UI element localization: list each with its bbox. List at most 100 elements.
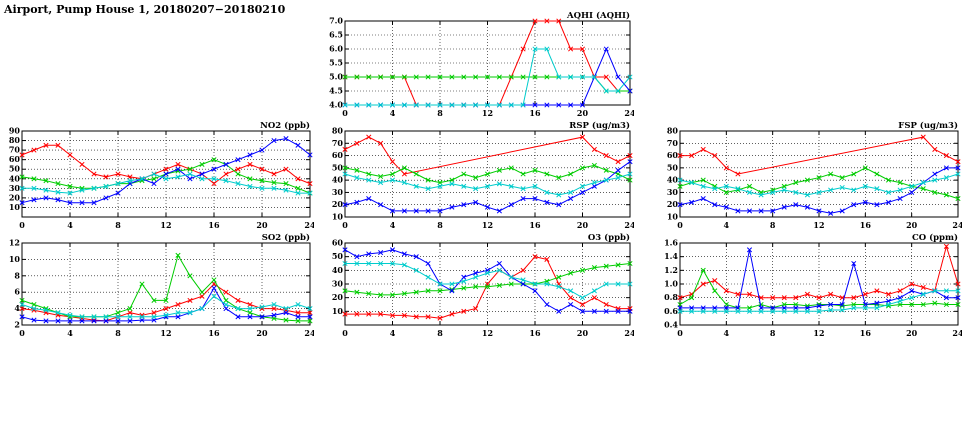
y-tick-label: 20: [667, 199, 679, 209]
x-tick-label: 20: [577, 220, 589, 230]
series-blue-markers: [19, 136, 313, 206]
x-tick-label: 12: [160, 328, 171, 338]
x-tick-label: 12: [813, 328, 824, 338]
series-cyan-markers: [342, 46, 633, 108]
x-tick-label: 12: [160, 220, 171, 230]
series-blue-markers: [19, 285, 313, 324]
x-tick-label: 24: [952, 328, 962, 338]
series-red-line: [680, 136, 959, 175]
plot-border: [21, 130, 311, 218]
series-cyan-markers: [19, 171, 313, 196]
x-tick-label: 24: [624, 108, 634, 118]
chart-title: AQHI (AQHI): [566, 10, 630, 21]
y-tick-label: 30: [667, 187, 679, 197]
series-blue-markers: [677, 165, 961, 216]
o3-plot: 10 20 30 40 50 60 0 4 8 12 16 20 24 O3 (ppb): [332, 232, 634, 338]
y-tick-label: 50: [332, 251, 344, 261]
x-tick-label: 8: [115, 220, 121, 230]
x-tick-label: 16: [208, 220, 220, 230]
x-tick-label: 20: [256, 220, 268, 230]
x-tick-label: 24: [304, 220, 314, 230]
co-plot: 0.4 0.6 0.8 1.0 1.2 1.4 1.6 0 4 8 12 16 20 24 CO (ppm): [664, 232, 962, 338]
y-tick-label: 50: [9, 164, 21, 174]
y-tick-label: 6: [14, 287, 20, 297]
series-red-markers: [677, 134, 961, 177]
fsp-chart: 10 20 30 40 50 60 70 80 0 4 8 12 16 20 24 FSP (ug/m3): [658, 117, 962, 232]
y-tick-label: 20: [332, 292, 344, 302]
y-tick-label: 5.5: [329, 58, 343, 68]
y-tick-label: 70: [667, 138, 679, 148]
o3-chart: 10 20 30 40 50 60 0 4 8 12 16 20 24 O3 (ppb): [323, 229, 634, 340]
series-green-markers: [677, 267, 961, 311]
y-tick-label: 70: [9, 145, 21, 155]
y-tick-label: 20: [9, 192, 21, 202]
x-tick-label: 8: [770, 220, 776, 230]
y-tick-label: 90: [9, 126, 21, 136]
series-cyan-markers: [677, 288, 961, 314]
y-tick-label: 4: [14, 303, 20, 313]
x-tick-label: 16: [529, 108, 541, 118]
x-tick-label: 8: [770, 328, 776, 338]
x-tick-label: 24: [624, 328, 634, 338]
series-cyan-markers: [677, 171, 961, 198]
y-tick-label: 30: [9, 183, 21, 193]
aqhi-plot: 4.0 4.5 5.0 5.5 6.0 6.5 7.0 0 4 8 12 16 20 24 AQHI (AQ…: [329, 10, 634, 118]
y-tick-label: 4.5: [329, 86, 343, 96]
x-tick-label: 0: [19, 328, 25, 338]
y-tick-label: 80: [332, 126, 344, 136]
y-tick-label: 40: [332, 175, 344, 185]
y-tick-label: 60: [332, 238, 344, 248]
no2-chart: 10 20 30 40 50 60 70 80 90 0 4 8 12 16 20 24 NO2 (ppb): [0, 117, 314, 232]
y-tick-label: 50: [667, 162, 679, 172]
page-title: Airport, Pump House 1, 20180207−20180210: [4, 3, 286, 16]
x-tick-label: 20: [906, 328, 918, 338]
chart-title: RSP (ug/m3): [569, 120, 630, 131]
x-tick-label: 8: [115, 328, 121, 338]
x-tick-label: 16: [208, 328, 220, 338]
series-cyan-markers: [342, 171, 633, 198]
y-tick-label: 10: [667, 212, 679, 222]
y-tick-label: 5.0: [329, 72, 343, 82]
series-cyan-markers: [19, 293, 313, 320]
x-tick-label: 20: [256, 328, 268, 338]
y-tick-label: 6.5: [329, 30, 343, 40]
x-tick-label: 8: [437, 328, 443, 338]
y-tick-label: 1.4: [664, 251, 678, 261]
y-tick-label: 80: [667, 126, 679, 136]
plot-border: [21, 242, 311, 326]
chart-title: FSP (ug/m3): [898, 120, 958, 131]
x-tick-label: 20: [577, 328, 589, 338]
y-tick-label: 70: [332, 138, 344, 148]
x-tick-label: 8: [437, 220, 443, 230]
x-tick-label: 0: [677, 220, 683, 230]
y-tick-label: 1.6: [664, 238, 678, 248]
x-tick-label: 4: [67, 220, 73, 230]
x-tick-label: 24: [952, 220, 962, 230]
y-tick-label: 12: [9, 238, 20, 248]
y-tick-label: 4.0: [329, 100, 343, 110]
x-tick-label: 0: [342, 108, 348, 118]
x-tick-label: 12: [482, 220, 493, 230]
x-tick-label: 0: [342, 328, 348, 338]
x-tick-label: 16: [529, 328, 541, 338]
y-tick-label: 30: [332, 279, 344, 289]
y-tick-label: 60: [667, 150, 679, 160]
y-tick-label: 10: [9, 202, 21, 212]
y-tick-label: 60: [332, 150, 344, 160]
y-tick-label: 6.0: [329, 44, 343, 54]
x-tick-label: 12: [482, 108, 493, 118]
x-tick-label: 12: [482, 328, 493, 338]
fsp-plot: 10 20 30 40 50 60 70 80 0 4 8 12 16 20 24 FSP (ug/m3): [667, 120, 962, 230]
x-tick-label: 24: [624, 220, 634, 230]
series-green-line: [679, 269, 958, 309]
x-tick-label: 12: [813, 220, 824, 230]
y-tick-label: 10: [332, 306, 344, 316]
x-tick-label: 16: [860, 328, 872, 338]
x-tick-label: 20: [906, 220, 918, 230]
series-green-line: [679, 167, 959, 200]
y-tick-label: 0.4: [664, 320, 678, 330]
x-tick-label: 4: [724, 328, 730, 338]
x-tick-label: 4: [390, 220, 396, 230]
y-tick-label: 30: [332, 187, 344, 197]
